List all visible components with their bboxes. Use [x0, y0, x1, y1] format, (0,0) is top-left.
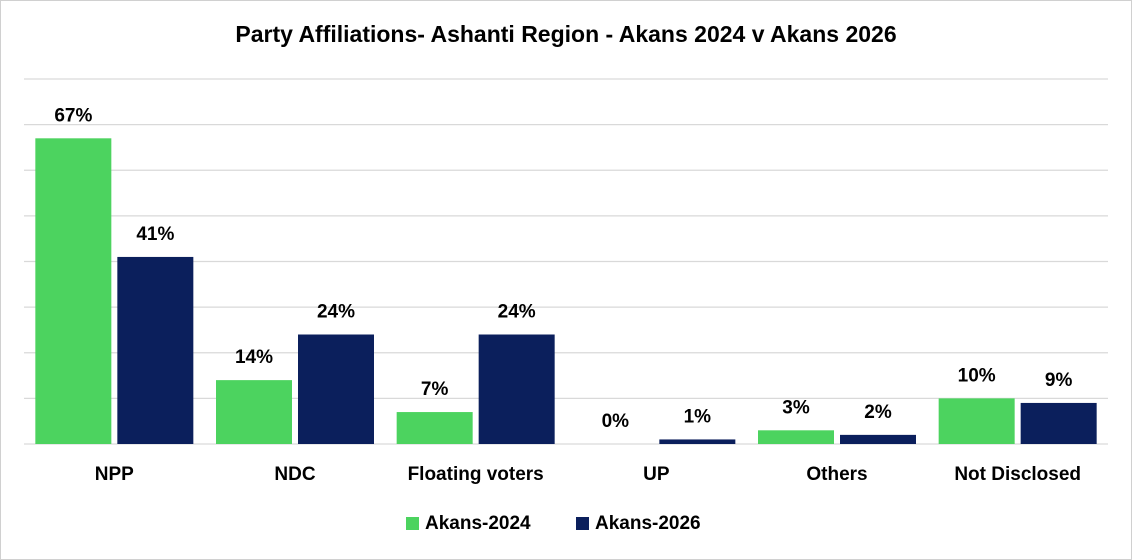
x-tick-label: NPP	[95, 464, 134, 485]
bar	[478, 334, 555, 444]
bar	[396, 412, 473, 444]
data-label: 67%	[54, 105, 92, 126]
data-label: 9%	[1045, 370, 1073, 391]
data-label: 41%	[136, 224, 174, 245]
data-label: 14%	[235, 347, 273, 368]
x-tick-label: Floating voters	[408, 464, 544, 485]
data-label: 1%	[684, 406, 712, 427]
data-label: 24%	[317, 302, 355, 323]
legend-swatch	[406, 517, 419, 530]
bar	[1020, 402, 1097, 444]
legend-swatch	[576, 517, 589, 530]
legend-label: Akans-2026	[595, 513, 701, 534]
chart-title: Party Affiliations- Ashanti Region - Aka…	[235, 21, 896, 47]
x-tick-label: Not Disclosed	[954, 464, 1081, 485]
bar	[117, 256, 194, 444]
bar	[216, 380, 292, 444]
data-label: 2%	[864, 402, 892, 423]
x-tick-label: Others	[806, 464, 867, 485]
bar	[298, 334, 374, 444]
data-label: 7%	[421, 379, 449, 400]
bar	[840, 434, 916, 444]
legend-label: Akans-2024	[425, 513, 531, 534]
x-tick-label: NDC	[274, 464, 315, 485]
bar	[938, 398, 1015, 444]
bar	[659, 439, 736, 444]
data-label: 3%	[782, 397, 810, 418]
x-tick-label: UP	[643, 464, 670, 485]
data-label: 10%	[958, 365, 996, 386]
data-label: 24%	[498, 302, 536, 323]
bar	[758, 430, 834, 444]
data-label: 0%	[602, 411, 630, 432]
bar	[35, 138, 112, 444]
